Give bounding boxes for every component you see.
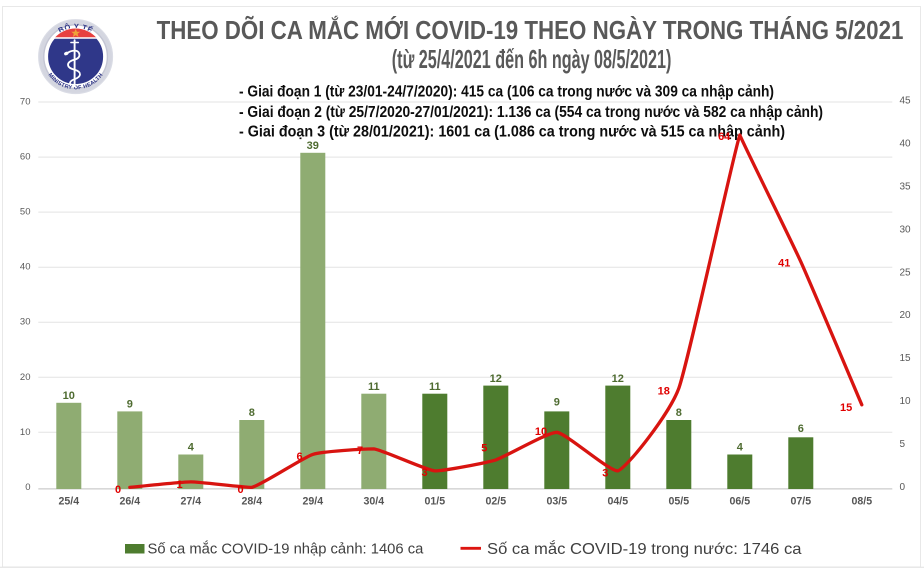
svg-text:25/4: 25/4 <box>58 496 79 508</box>
svg-text:9: 9 <box>127 399 133 411</box>
svg-text:9: 9 <box>554 397 560 409</box>
svg-text:11: 11 <box>429 381 441 393</box>
svg-text:0: 0 <box>237 484 243 496</box>
svg-text:0: 0 <box>25 482 30 493</box>
svg-text:THEO DÕI CA MẮC MỚI COVID-19 T: THEO DÕI CA MẮC MỚI COVID-19 THEO NGÀY T… <box>157 15 904 45</box>
svg-text:10: 10 <box>900 396 912 407</box>
svg-text:26/4: 26/4 <box>119 496 140 508</box>
svg-text:03/5: 03/5 <box>546 496 567 508</box>
svg-text:Số ca mắc COVID-19 nhập cảnh:: Số ca mắc COVID-19 nhập cảnh: 1406 ca <box>148 541 425 558</box>
svg-text:30/4: 30/4 <box>363 496 384 508</box>
svg-text:20: 20 <box>20 372 31 383</box>
svg-text:40: 40 <box>900 139 912 150</box>
svg-text:5: 5 <box>900 439 906 450</box>
svg-text:4: 4 <box>737 442 744 454</box>
svg-text:8: 8 <box>249 407 255 419</box>
svg-text:18: 18 <box>658 386 670 398</box>
svg-text:5: 5 <box>481 443 487 455</box>
svg-text:04/5: 04/5 <box>607 496 628 508</box>
svg-text:28/4: 28/4 <box>241 496 262 508</box>
svg-text:3: 3 <box>421 467 427 479</box>
svg-text:70: 70 <box>20 97 31 108</box>
svg-text:10: 10 <box>535 426 547 438</box>
svg-text:Số ca mắc COVID-19 trong nước:: Số ca mắc COVID-19 trong nước: 1746 ca <box>487 539 802 558</box>
svg-text:35: 35 <box>900 181 912 192</box>
svg-text:- Giai đoạn 3 (từ 28/01/2021):: - Giai đoạn 3 (từ 28/01/2021): 1601 ca (… <box>239 124 785 141</box>
svg-text:10: 10 <box>63 390 75 402</box>
svg-text:30: 30 <box>20 317 31 328</box>
svg-text:40: 40 <box>20 262 31 273</box>
svg-text:12: 12 <box>612 373 624 385</box>
svg-text:8: 8 <box>676 407 682 419</box>
svg-text:27/4: 27/4 <box>180 496 201 508</box>
svg-text:15: 15 <box>840 402 852 414</box>
svg-text:39: 39 <box>307 140 319 152</box>
svg-text:02/5: 02/5 <box>485 496 506 508</box>
svg-text:05/5: 05/5 <box>668 496 689 508</box>
svg-text:6: 6 <box>296 451 302 463</box>
svg-text:20: 20 <box>900 310 912 321</box>
svg-text:12: 12 <box>490 373 502 385</box>
svg-text:01/5: 01/5 <box>424 496 445 508</box>
svg-text:30: 30 <box>900 224 912 235</box>
svg-text:- Giai đoạn 1 (từ 23/01-24/7/2: - Giai đoạn 1 (từ 23/01-24/7/2020): 415 … <box>239 84 774 101</box>
svg-text:(từ 25/4/2021 đến 6h ngày 08/5: (từ 25/4/2021 đến 6h ngày 08/5/2021) <box>392 44 672 74</box>
svg-text:06/5: 06/5 <box>729 496 750 508</box>
svg-text:64: 64 <box>718 131 731 143</box>
svg-text:07/5: 07/5 <box>790 496 811 508</box>
svg-text:45: 45 <box>900 96 912 107</box>
svg-text:41: 41 <box>778 258 790 270</box>
svg-text:10: 10 <box>20 427 31 438</box>
svg-text:3: 3 <box>602 468 608 480</box>
svg-text:0: 0 <box>115 484 121 496</box>
svg-text:1: 1 <box>176 479 182 491</box>
svg-text:60: 60 <box>20 152 31 163</box>
svg-text:0: 0 <box>900 482 906 493</box>
svg-text:7: 7 <box>357 445 363 457</box>
svg-text:29/4: 29/4 <box>302 496 323 508</box>
svg-text:- Giai đoạn 2 (từ 25/7/2020-27: - Giai đoạn 2 (từ 25/7/2020-27/01/2021):… <box>239 104 823 121</box>
svg-text:6: 6 <box>798 423 804 435</box>
svg-text:4: 4 <box>188 442 195 454</box>
svg-text:11: 11 <box>368 381 380 393</box>
svg-text:15: 15 <box>900 353 912 364</box>
svg-text:25: 25 <box>900 267 912 278</box>
svg-text:50: 50 <box>20 207 31 218</box>
svg-text:08/5: 08/5 <box>851 496 872 508</box>
